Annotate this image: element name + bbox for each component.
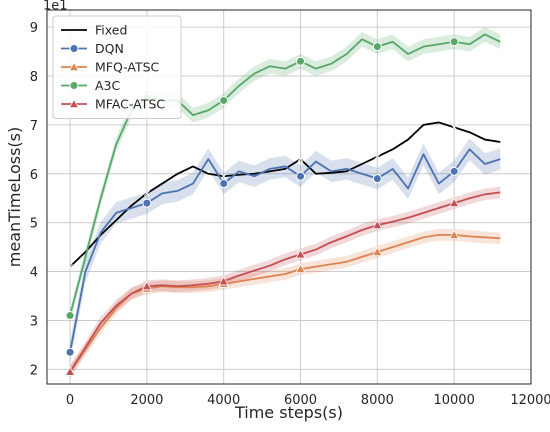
fixed-point [67, 263, 73, 270]
legend-label: DQN [95, 41, 124, 56]
dqn-point [449, 166, 459, 176]
y-tick-label: 2 [30, 363, 38, 378]
legend-marker [68, 98, 80, 108]
y-axis-ticks: 2 3 4 5 6 7 8 9 [30, 21, 38, 378]
series-markers [64, 37, 460, 376]
x-tick-label: 2000 [130, 393, 163, 408]
legend-marker [69, 44, 79, 53]
x-tick-label: 12000 [510, 393, 550, 408]
legend-label: MFQ-ATSC [95, 60, 160, 75]
legend-entry-fixed: Fixed [61, 23, 127, 38]
y-tick-label: 9 [30, 21, 38, 36]
y-axis-offset-label: 1e1 [43, 0, 68, 14]
dqn-point [219, 179, 229, 189]
mfq-atsc-point [372, 246, 383, 257]
dqn-point [372, 174, 382, 184]
dqn-point [296, 171, 306, 181]
a3c-point [219, 95, 229, 105]
mfac-atsc-point [218, 276, 229, 286]
a3c-point [296, 56, 306, 66]
fixed-point [451, 124, 458, 131]
y-tick-label: 3 [30, 314, 38, 329]
legend-label: A3C [95, 78, 121, 93]
mfq-atsc-point [295, 263, 306, 274]
legend-entry-mfq-atsc: MFQ-ATSC [61, 60, 160, 75]
mfac-atsc-point [64, 366, 76, 376]
fixed-point [297, 156, 304, 162]
dqn-point [65, 347, 75, 357]
y-axis-label: meanTimeLoss(s) [5, 127, 24, 267]
x-tick-label: 0 [66, 393, 74, 408]
mfac-atsc-point [448, 197, 460, 208]
x-tick-label: 4000 [207, 393, 240, 408]
x-tick-label: 10000 [433, 393, 474, 408]
mfac-atsc-point [295, 249, 306, 259]
y-tick-label: 8 [30, 70, 38, 85]
legend-label: Fixed [95, 23, 127, 38]
legend-entry-a3c: A3C [61, 78, 121, 93]
fixed-point [374, 153, 381, 160]
legend-label: MFAC-ATSC [95, 97, 165, 112]
mfac-atsc-point [372, 219, 383, 230]
mfac-atsc-point [141, 280, 153, 291]
legend: Fixed DQN MFQ-ATSC A3C MFAC-ATSC [52, 15, 182, 119]
a3c-point [449, 37, 459, 47]
mfac-atsc-line [69, 191, 501, 373]
legend-entry-dqn: DQN [61, 41, 124, 56]
y-tick-label: 5 [30, 217, 38, 232]
a3c-point [372, 42, 382, 52]
fixed-point [144, 190, 150, 197]
y-tick-label: 6 [30, 168, 38, 183]
x-tick-label: 8000 [361, 393, 394, 408]
x-tick-label: 6000 [284, 393, 317, 408]
y-tick-label: 4 [30, 266, 38, 281]
x-axis-ticks: 0 2000 4000 6000 8000 10000 12000 [66, 393, 550, 408]
y-tick-label: 7 [30, 119, 38, 134]
mfq-atsc-confidence-band [70, 229, 501, 378]
dqn-point [142, 198, 152, 208]
a3c-point [65, 311, 75, 321]
dqn-confidence-band [70, 138, 501, 363]
x-axis-label: Time steps(s) [234, 403, 343, 422]
legend-box [52, 15, 182, 119]
mfq-atsc-line [69, 233, 501, 373]
dqn-line [69, 148, 501, 353]
legend-marker [68, 61, 80, 71]
legend-entry-mfac-atsc: MFAC-ATSC [61, 97, 165, 112]
fixed-line [69, 121, 501, 268]
plot-frame [46, 9, 532, 385]
legend-marker [69, 81, 79, 90]
mfq-atsc-point [448, 229, 460, 239]
fixed-point [220, 173, 227, 180]
grid-lines [47, 10, 532, 384]
